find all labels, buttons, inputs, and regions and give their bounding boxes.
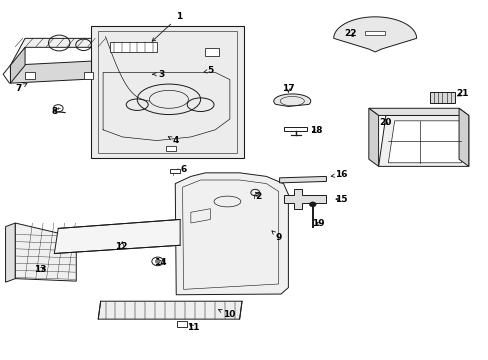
Polygon shape [273,94,310,107]
Text: 3: 3 [152,70,164,79]
Polygon shape [387,121,461,163]
Polygon shape [283,189,326,210]
Text: 11: 11 [187,323,199,332]
Text: 18: 18 [310,126,322,135]
Polygon shape [10,60,115,83]
Text: 14: 14 [154,258,166,267]
Text: 1: 1 [152,12,182,41]
Text: 12: 12 [115,242,127,251]
Polygon shape [175,173,288,295]
Text: 22: 22 [344,29,356,38]
Polygon shape [54,220,180,253]
Polygon shape [284,127,306,131]
Text: 20: 20 [379,118,391,127]
Text: 17: 17 [282,84,294,93]
Polygon shape [110,41,157,51]
Polygon shape [10,47,25,83]
Text: 19: 19 [312,219,324,228]
Polygon shape [25,72,35,79]
Polygon shape [166,145,176,151]
Text: 4: 4 [168,136,178,145]
Text: 9: 9 [271,231,281,242]
Polygon shape [368,108,468,116]
Text: 16: 16 [330,170,346,179]
Polygon shape [365,31,384,36]
Polygon shape [170,168,179,173]
Polygon shape [458,108,468,166]
Circle shape [309,202,316,207]
Polygon shape [204,48,219,56]
Polygon shape [368,108,378,166]
Text: 10: 10 [218,310,235,319]
Text: 2: 2 [255,192,261,201]
Polygon shape [83,72,93,79]
Polygon shape [279,176,326,183]
Text: 13: 13 [34,265,47,274]
Text: 7: 7 [15,84,27,93]
Text: 6: 6 [175,165,186,174]
Polygon shape [98,301,242,319]
Polygon shape [91,26,244,158]
Text: 15: 15 [334,195,346,204]
Text: 8: 8 [51,107,57,116]
Text: 5: 5 [203,66,213,75]
Polygon shape [429,92,454,103]
Polygon shape [177,321,186,327]
Text: 21: 21 [456,89,468,98]
Polygon shape [15,223,76,281]
Polygon shape [5,223,15,282]
Circle shape [155,260,160,263]
Polygon shape [10,39,115,72]
Polygon shape [378,116,468,166]
Polygon shape [333,17,416,52]
